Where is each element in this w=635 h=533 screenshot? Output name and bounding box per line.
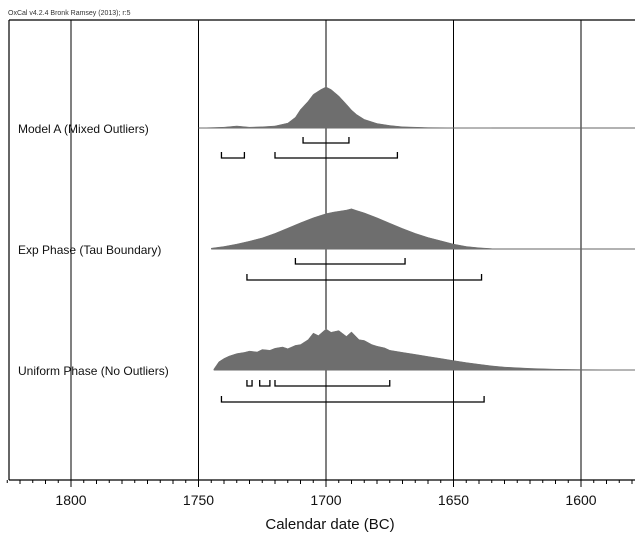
tick-label-1650: 1650 [438, 492, 469, 508]
probability-distribution [213, 328, 635, 371]
series-3: Uniform Phase (No Outliers) [18, 328, 635, 403]
range-68-bracket [274, 380, 391, 387]
tick-label-1600: 1600 [565, 492, 596, 508]
probability-distribution [210, 208, 492, 250]
series-label: Model A (Mixed Outliers) [18, 122, 149, 136]
range-68-bracket [294, 258, 406, 265]
x-axis-label: Calendar date (BC) [265, 516, 394, 533]
range-68-bracket [246, 380, 253, 387]
range-95-bracket [246, 274, 483, 281]
range-68-bracket [302, 137, 350, 144]
x-axis: 1800 1750 1700 1650 1600 [6, 480, 633, 508]
range-68-bracket [259, 380, 271, 387]
probability-distribution [198, 86, 492, 129]
series-group: Model A (Mixed Outliers) Exp Phase (Tau B… [18, 86, 635, 403]
range-95-bracket [220, 152, 246, 159]
range-95-bracket [274, 152, 399, 159]
series-label: Uniform Phase (No Outliers) [18, 364, 169, 378]
range-95-bracket [220, 396, 485, 403]
plot-frame [8, 19, 635, 481]
tick-label-1800: 1800 [55, 492, 86, 508]
series-2: Exp Phase (Tau Boundary) [18, 208, 635, 281]
series-label: Exp Phase (Tau Boundary) [18, 243, 161, 257]
series-1: Model A (Mixed Outliers) [18, 86, 635, 159]
tick-label-1700: 1700 [310, 492, 341, 508]
tick-label-1750: 1750 [183, 492, 214, 508]
software-credit: OxCal v4.2.4 Bronk Ramsey (2013); r:5 [8, 10, 131, 17]
